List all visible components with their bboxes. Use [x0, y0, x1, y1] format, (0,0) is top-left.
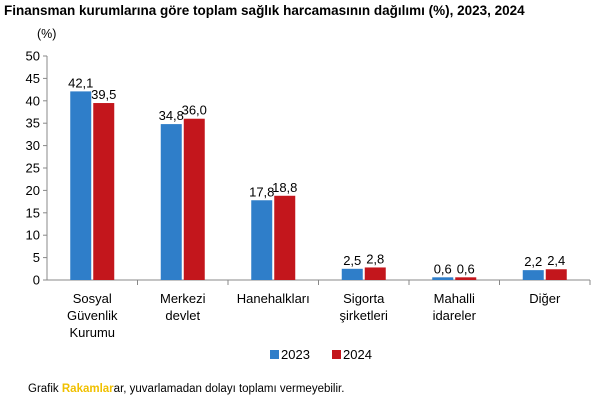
x-tick-label-line: Mahalli — [434, 291, 475, 306]
data-label: 2,8 — [366, 251, 384, 266]
legend-label-2024: 2024 — [343, 347, 372, 362]
legend: 2023 2024 — [270, 347, 372, 362]
y-tick-label: 35 — [26, 116, 40, 131]
data-labels: 42,139,5 34,836,0 17,818,8 2,5 2,8 0,6 0,6 2,2 2… — [68, 75, 565, 276]
y-tick-label: 30 — [26, 138, 40, 153]
footnote-text: ar, yuvarlamadan dolayı toplamı vermeyeb… — [113, 383, 345, 395]
legend-swatch-2024 — [332, 350, 341, 359]
bar-2023-0 — [70, 91, 92, 280]
data-label: 39,5 — [91, 87, 116, 102]
bar-2024-3 — [364, 267, 386, 280]
x-tick-label-line: şirketleri — [340, 308, 389, 323]
x-tick-label: Sosyal Güvenlik Kurumu — [67, 291, 118, 340]
x-tick-label-line: Sosyal — [73, 291, 112, 306]
bar-2024-4 — [455, 277, 477, 280]
y-tick-label: 20 — [26, 183, 40, 198]
data-label: 0,6 — [434, 261, 452, 276]
bar-2024-2 — [274, 195, 296, 280]
bar-chart: (%) 0 5 10 15 20 25 30 35 40 45 50 Sosyal Güvenlik Kur… — [26, 27, 591, 362]
data-label: 34,8 — [159, 108, 184, 123]
x-tick-label: Diğer — [529, 291, 561, 306]
x-tick-label: Mahalli idareler — [433, 291, 477, 323]
legend-label-2023: 2023 — [281, 347, 310, 362]
bar-2024-1 — [183, 118, 205, 280]
x-tick-label-line: idareler — [433, 308, 477, 323]
y-tick-label: 40 — [26, 93, 40, 108]
footnote: Grafik Rakamlarar, yuvarlamadan dolayı t… — [28, 383, 344, 395]
footnote-logo-text: Rakamlar — [61, 383, 114, 395]
x-tick-label-line: Güvenlik — [67, 308, 118, 323]
bar-2023-2 — [251, 200, 273, 280]
bar-2023-1 — [160, 124, 182, 280]
footnote-prefix: Grafik — [28, 383, 59, 395]
axes: (%) 0 5 10 15 20 25 30 35 40 45 50 Sosyal Güvenlik Kur… — [26, 27, 591, 340]
y-tick-label: 25 — [26, 161, 40, 176]
x-tick-label-line: Kurumu — [69, 325, 115, 340]
x-tick-label: Merkezi devlet — [160, 291, 206, 323]
bar-2023-3 — [341, 268, 363, 280]
data-label: 2,2 — [524, 254, 542, 269]
y-tick-label: 0 — [33, 273, 40, 288]
data-label: 2,4 — [547, 253, 565, 268]
data-label: 2,5 — [343, 253, 361, 268]
x-tick-label-line: Hanehalkları — [237, 291, 310, 306]
data-label: 36,0 — [182, 103, 207, 118]
data-label: 18,8 — [272, 180, 297, 195]
bars — [70, 91, 567, 280]
y-tick-label: 50 — [26, 49, 40, 64]
y-tick-label: 10 — [26, 228, 40, 243]
chart-title: Finansman kurumlarına göre toplam sağlık… — [4, 3, 525, 18]
bar-2024-5 — [545, 269, 567, 280]
x-tick-label: Sigorta şirketleri — [340, 291, 389, 323]
y-tick-label: 15 — [26, 205, 40, 220]
data-label: 0,6 — [457, 261, 475, 276]
bar-2023-4 — [432, 277, 454, 280]
data-label: 17,8 — [249, 184, 274, 199]
y-axis-label: (%) — [37, 27, 56, 41]
bar-2023-5 — [522, 270, 544, 280]
y-tick-label: 45 — [26, 71, 40, 86]
x-tick-label: Hanehalkları — [237, 291, 310, 306]
bar-2024-0 — [93, 103, 115, 280]
data-label: 42,1 — [68, 75, 93, 90]
x-tick-label-line: Sigorta — [343, 291, 385, 306]
x-tick-label-line: Merkezi — [160, 291, 206, 306]
legend-swatch-2023 — [270, 350, 279, 359]
x-tick-label-line: devlet — [165, 308, 200, 323]
y-tick-label: 5 — [33, 250, 40, 265]
x-tick-label-line: Diğer — [529, 291, 561, 306]
